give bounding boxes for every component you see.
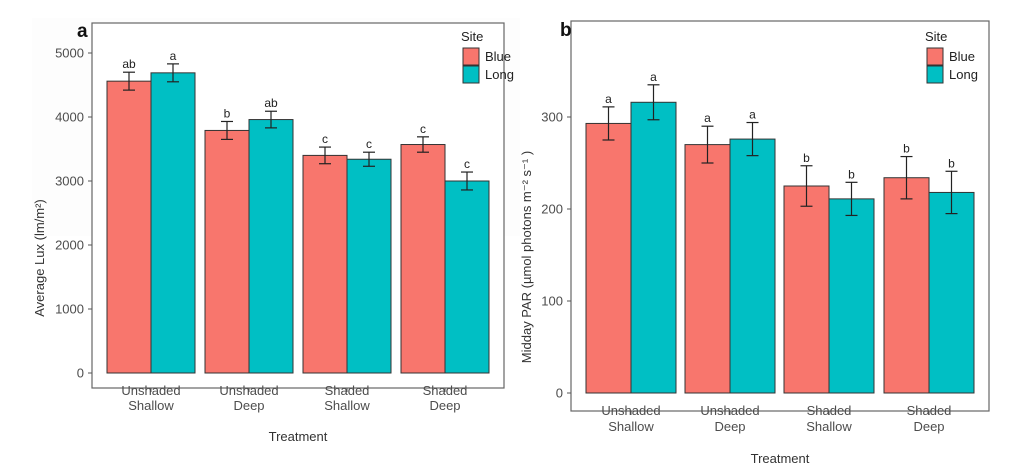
bar-long — [150, 72, 196, 374]
x-tick-label: Deep — [429, 398, 460, 413]
x-axis-label: Treatment — [751, 451, 810, 466]
error-bar — [123, 71, 135, 91]
bar-long — [444, 180, 490, 374]
y-tick-label: 2000 — [55, 238, 84, 253]
x-tick-label: Unshaded — [700, 403, 759, 418]
error-bar — [602, 106, 615, 141]
significance-letter: a — [605, 92, 612, 106]
bar-long — [248, 119, 294, 374]
x-tick-label: Shallow — [608, 419, 654, 434]
chart-panel-b: b 0 100 200 300 Midday PAR (µmol photons m⁻² … — [519, 20, 990, 466]
x-tick-label: Shaded — [807, 403, 852, 418]
significance-letter: c — [420, 122, 426, 136]
legend-label-blue: Blue — [949, 49, 975, 64]
error-bar — [945, 170, 958, 215]
x-tick-label: Unshaded — [601, 403, 660, 418]
bar-long — [630, 101, 677, 394]
bar-blue — [585, 122, 632, 394]
error-bar — [845, 181, 858, 217]
x-tick-label: Shallow — [324, 398, 370, 413]
x-tick-label: Deep — [913, 419, 944, 434]
chart-panel-a: a 0 1000 2000 3000 4000 5000 Average Lux (lm/m²… — [32, 18, 520, 444]
x-tick-label: Shallow — [128, 398, 174, 413]
bar-long — [346, 158, 392, 374]
y-axis-label: Midday PAR (µmol photons m⁻² s⁻¹ ) — [519, 151, 534, 363]
legend-label-long: Long — [485, 67, 514, 82]
error-bar — [900, 155, 913, 200]
error-bar — [167, 63, 179, 83]
legend-title: Site — [461, 29, 483, 44]
y-tick-label: 0 — [556, 386, 563, 401]
error-bar — [363, 151, 375, 167]
significance-letter: a — [749, 108, 756, 122]
bar-blue — [883, 177, 930, 394]
error-bar — [319, 146, 331, 165]
significance-letter: ab — [264, 96, 278, 110]
x-tick-label: Unshaded — [121, 383, 180, 398]
bar-long — [928, 191, 975, 394]
error-bar — [746, 121, 759, 157]
significance-letter: a — [650, 70, 657, 84]
significance-letter: ab — [122, 57, 136, 71]
error-bar — [221, 120, 233, 140]
panel-letter: b — [560, 20, 572, 41]
bar-blue — [302, 154, 348, 374]
x-tick-label: Shaded — [907, 403, 952, 418]
significance-letter: c — [366, 137, 372, 151]
significance-letter: b — [903, 142, 910, 156]
x-tick-label: Shaded — [423, 383, 468, 398]
y-tick-label: 4000 — [55, 110, 84, 125]
bar-blue — [783, 185, 830, 394]
significance-letter: b — [948, 156, 955, 170]
y-tick-label: 5000 — [55, 46, 84, 61]
significance-letter: c — [322, 132, 328, 146]
y-axis-label: Average Lux (lm/m²) — [32, 199, 47, 317]
error-bar — [265, 110, 277, 129]
y-tick-label: 300 — [541, 110, 563, 125]
x-tick-label: Shallow — [806, 419, 852, 434]
bar-blue — [106, 80, 152, 374]
y-tick-label: 200 — [541, 202, 563, 217]
significance-letter: b — [224, 106, 231, 120]
y-tick-label: 1000 — [55, 302, 84, 317]
error-bar — [800, 165, 813, 207]
y-tick-label: 3000 — [55, 174, 84, 189]
x-tick-label: Unshaded — [219, 383, 278, 398]
x-tick-label: Deep — [714, 419, 745, 434]
bar-long — [828, 198, 875, 394]
error-bar — [417, 136, 429, 153]
significance-letter: b — [848, 167, 855, 181]
legend-swatch-long — [926, 65, 944, 84]
bar-blue — [204, 129, 250, 374]
bar-blue — [684, 144, 731, 394]
significance-letter: a — [170, 49, 177, 63]
legend-swatch-blue — [926, 47, 944, 66]
significance-letter: b — [803, 151, 810, 165]
x-tick-label: Shaded — [325, 383, 370, 398]
x-axis-label: Treatment — [269, 429, 328, 444]
error-bar — [647, 84, 660, 121]
legend-label-blue: Blue — [485, 49, 511, 64]
x-tick-label: Deep — [233, 398, 264, 413]
y-tick-label: 100 — [541, 294, 563, 309]
legend-label-long: Long — [949, 67, 978, 82]
bar-long — [729, 138, 776, 394]
legend-swatch-blue — [462, 47, 480, 66]
y-tick-label: 0 — [77, 366, 84, 381]
significance-letter: c — [464, 157, 470, 171]
significance-letter: a — [704, 111, 711, 125]
error-bar — [701, 125, 714, 164]
error-bar — [461, 171, 473, 191]
legend-swatch-long — [462, 65, 480, 84]
bar-blue — [400, 144, 446, 374]
legend-title: Site — [925, 29, 947, 44]
panel-letter: a — [77, 21, 88, 42]
